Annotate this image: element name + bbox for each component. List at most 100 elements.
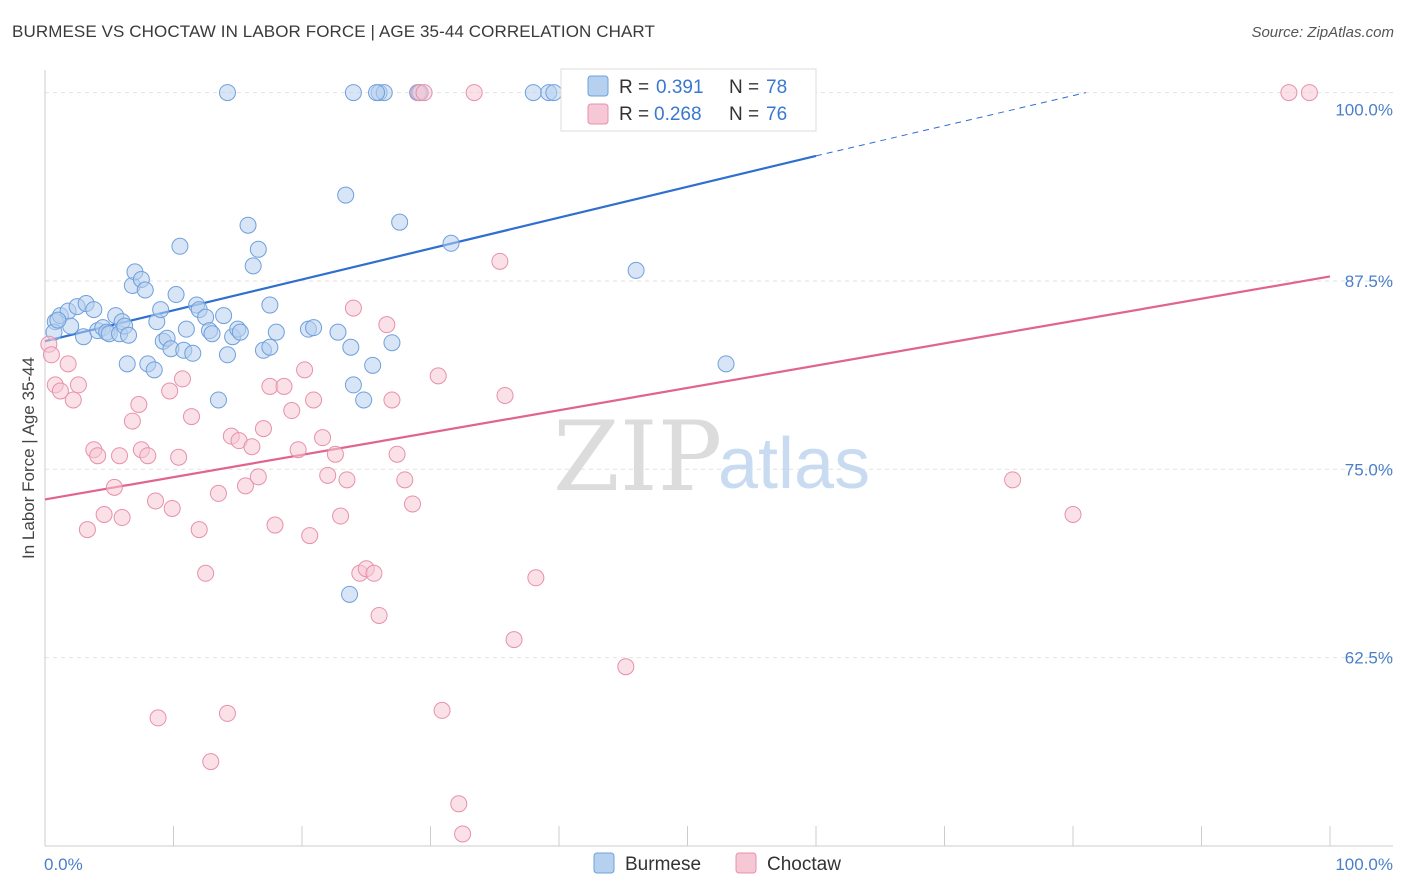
point-choctaw [383,391,401,409]
point-burmese [75,328,93,346]
point-choctaw [64,391,82,409]
point-choctaw [261,377,279,395]
point-burmese [329,323,347,341]
axes [44,70,1393,847]
point-burmese [341,585,359,603]
point-choctaw [415,84,433,102]
point-burmese [524,84,542,102]
legend-r-label-choctaw: R = [619,104,649,125]
bottom-legend: Burmese Choctaw [593,852,841,875]
point-choctaw [111,447,129,465]
point-choctaw [209,484,227,502]
point-burmese [49,311,67,329]
legend-swatch-choctaw [587,103,609,125]
point-burmese [261,338,279,356]
point-choctaw [78,521,96,539]
gridlines [45,92,1393,659]
point-burmese [215,307,233,325]
point-burmese [261,296,279,314]
legend-r-label-burmese: R = [619,77,649,98]
point-burmese [244,257,262,275]
point-burmese [167,286,185,304]
point-choctaw [218,704,236,722]
point-choctaw [289,441,307,459]
point-burmese [136,281,154,299]
point-burmese [545,84,563,102]
point-choctaw [1300,84,1318,102]
point-choctaw [69,376,87,394]
point-choctaw [147,492,165,510]
point-choctaw [450,795,468,813]
point-burmese [231,323,249,341]
point-burmese [627,261,645,279]
bottom-legend-swatch-burmese [593,852,615,874]
point-choctaw [95,506,113,524]
x-tick-label-right: 100.0% [1335,855,1393,874]
point-choctaw [163,499,181,517]
point-burmese [177,320,195,338]
point-burmese [442,234,460,252]
point-choctaw [505,631,523,649]
point-choctaw [161,382,179,400]
point-burmese [171,237,189,255]
point-burmese [152,301,170,319]
point-choctaw [344,299,362,317]
point-choctaw [249,468,267,486]
point-choctaw [275,377,293,395]
point-burmese [85,301,103,319]
point-burmese [305,319,323,337]
point-choctaw [314,429,332,447]
point-burmese [218,84,236,102]
point-choctaw [89,447,107,465]
point-burmese [184,344,202,362]
point-choctaw [51,382,69,400]
point-choctaw [378,316,396,334]
point-choctaw [332,507,350,525]
trend-lines [44,92,1331,501]
y-axis-label: In Labor Force | Age 35-44 [19,357,38,559]
y-tick-label: 62.5% [1345,649,1393,668]
point-choctaw [266,516,284,534]
point-choctaw [1004,471,1022,489]
point-choctaw [1064,506,1082,524]
legend-n-label-choctaw: N = [729,104,759,125]
point-choctaw [396,471,414,489]
point-choctaw [326,445,344,463]
point-choctaw [139,447,157,465]
point-burmese [203,325,221,343]
point-burmese [267,323,285,341]
x-tick-label-left: 0.0% [44,855,83,874]
trend-line-burmese [44,154,817,343]
legend-r-value-burmese: 0.391 [656,77,704,98]
point-burmese [218,346,236,364]
legend-n-value-burmese: 78 [766,77,787,98]
legend-n-value-choctaw: 76 [766,104,787,125]
point-burmese [342,338,360,356]
point-choctaw [182,408,200,426]
point-choctaw [254,420,272,438]
chart-title: BURMESE VS CHOCTAW IN LABOR FORCE | AGE … [12,22,655,41]
point-choctaw [130,396,148,414]
point-choctaw [433,701,451,719]
point-choctaw [496,386,514,404]
point-burmese [355,391,373,409]
point-choctaw [59,355,77,373]
point-choctaw [105,478,123,496]
trend-line-extension-burmese [815,92,1086,157]
point-choctaw [404,495,422,513]
point-choctaw [319,466,337,484]
point-choctaw [113,509,131,527]
point-choctaw [173,370,191,388]
trend-line-choctaw [44,275,1331,501]
point-choctaw [170,448,188,466]
watermark-atlas: atlas [718,424,870,504]
point-burmese [344,84,362,102]
point-choctaw [305,391,323,409]
point-burmese [249,240,267,258]
data-points [40,84,1318,843]
point-choctaw [202,753,220,771]
y-tick-labels: 62.5% 75.0% 87.5% 100.0% [1335,101,1393,668]
point-choctaw [301,527,319,545]
point-burmese [120,326,138,344]
watermark: ZIP atlas [553,401,870,513]
